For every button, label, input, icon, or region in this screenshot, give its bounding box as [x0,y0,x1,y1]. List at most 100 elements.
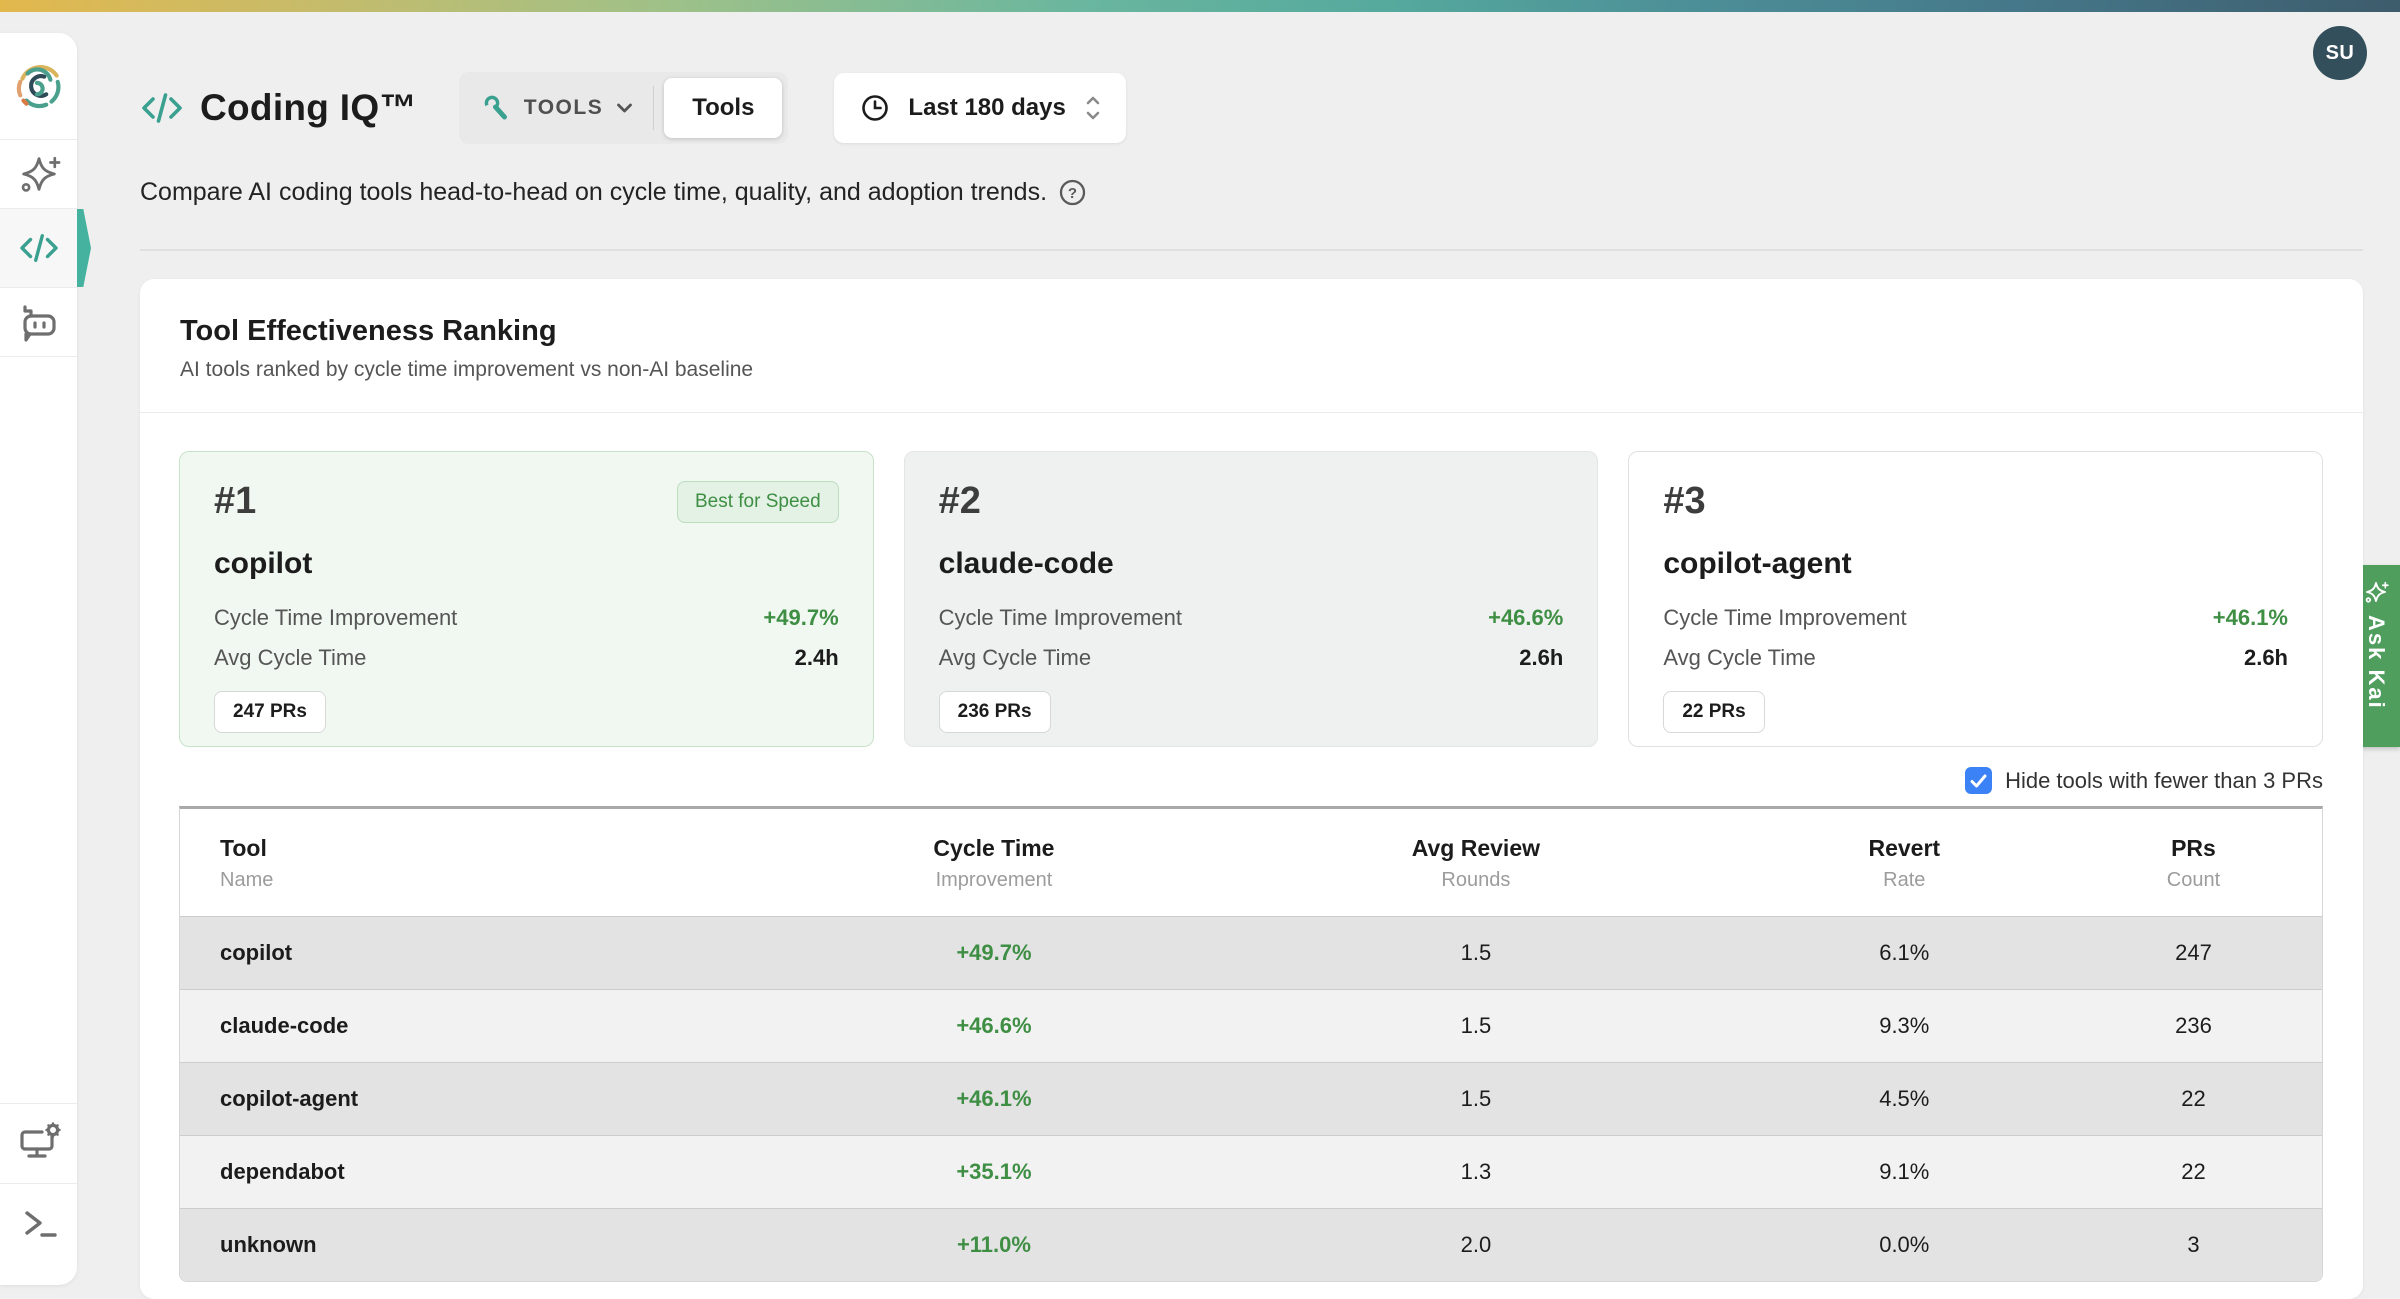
main-content: Coding IQ™ TOOLS Tools [140,12,2363,1299]
hide-tools-checkbox[interactable] [1965,767,1993,794]
cell-prs: 236 [2064,989,2322,1063]
code-icon [140,90,184,126]
metric-value: +46.1% [2212,605,2288,630]
column-header-revert[interactable]: Revert Rate [1743,809,2065,917]
page-header: Coding IQ™ TOOLS Tools [140,72,2363,144]
panel-title: Tool Effectiveness Ranking [180,315,557,347]
metric-label: Avg Cycle Time [214,645,367,670]
cell-prs: 22 [2064,1062,2322,1136]
sidebar-divider [0,1103,77,1104]
table-row[interactable]: copilot-agent +46.1% 1.5 4.5% 22 [180,1062,2322,1136]
cell-revert: 9.1% [1743,1135,2065,1209]
sidebar-divider [0,1183,77,1184]
cell-tool: copilot-agent [180,1062,780,1136]
ranking-card-2: #2 claude-code Cycle Time Improvement +4… [903,451,1599,747]
prs-count-pill: 236 PRs [938,691,1051,733]
cell-revert: 4.5% [1743,1062,2065,1136]
metric-value: 2.4h [794,645,839,670]
cell-revert: 6.1% [1743,916,2065,990]
sparkle-plus-icon [17,152,61,196]
cell-tool: copilot [180,916,780,990]
ranking-card-1: #1 Best for Speed copilot Cycle Time Imp… [179,451,874,747]
prs-count-pill: 22 PRs [1663,691,1765,733]
sidebar-divider [0,287,77,288]
cell-tool: unknown [180,1208,780,1281]
metric-label: Cycle Time Improvement [938,605,1182,630]
table-row[interactable]: copilot +49.7% 1.5 6.1% 247 [180,916,2322,990]
terminal-icon [17,1204,61,1244]
cell-rounds: 1.5 [1208,916,1744,990]
tool-ranking-table: Tool Name Cycle Time Improvement Avg Rev… [179,806,2323,1282]
date-range-select[interactable]: Last 180 days [834,73,1126,143]
tools-dropdown[interactable]: TOOLS [481,93,633,123]
active-item-marker [77,209,91,287]
sidebar-item-terminal[interactable] [0,1184,77,1263]
tool-name: copilot-agent [1663,547,1852,580]
cell-improvement: +46.1% [779,1062,1209,1136]
cell-prs: 3 [2064,1208,2322,1281]
tools-group-label: TOOLS [523,96,604,119]
metric-label: Avg Cycle Time [1663,645,1816,670]
chevron-down-icon [616,102,633,114]
metric-value: +49.7% [763,605,839,630]
svg-text:?: ? [1068,185,1077,202]
table-header-row: Tool Name Cycle Time Improvement Avg Rev… [180,809,2322,917]
wrench-icon [481,93,511,123]
rank-number: #1 [214,480,257,522]
table-row[interactable]: dependabot +35.1% 1.3 9.1% 22 [180,1135,2322,1209]
tool-name: copilot [214,547,313,580]
user-avatar[interactable]: SU [2313,26,2367,80]
cell-prs: 22 [2064,1135,2322,1209]
page-title: Coding IQ™ [200,87,417,128]
cell-improvement: +11.0% [779,1208,1209,1281]
brand-gradient-bar [0,0,2400,12]
app-logo[interactable] [0,33,77,139]
panel-subtitle: AI tools ranked by cycle time improvemen… [180,358,754,381]
tool-effectiveness-panel: Tool Effectiveness Ranking AI tools rank… [140,279,2363,1299]
help-icon[interactable]: ? [1059,179,1086,206]
swirl-logo-icon [12,59,66,113]
prs-count-pill: 247 PRs [214,691,326,733]
sidebar-bottom-pad [0,1263,77,1285]
metric-value: 2.6h [1519,645,1564,670]
hide-tools-label[interactable]: Hide tools with fewer than 3 PRs [2005,767,2323,793]
column-header-avg-review[interactable]: Avg Review Rounds [1208,809,1744,917]
metric-label: Cycle Time Improvement [214,605,458,630]
cell-improvement: +35.1% [779,1135,1209,1209]
metric-value: 2.6h [2243,645,2288,670]
cell-improvement: +49.7% [779,916,1209,990]
cell-tool: claude-code [180,989,780,1063]
date-range-value: Last 180 days [908,94,1066,121]
monitor-gear-icon [16,1121,62,1166]
column-header-tool[interactable]: Tool Name [180,809,780,917]
cell-rounds: 1.5 [1208,1062,1744,1136]
content-divider [140,249,2363,251]
sidebar-spacer [0,357,77,1103]
sidebar-divider [0,356,77,357]
cell-rounds: 1.5 [1208,989,1744,1063]
cell-tool: dependabot [180,1135,780,1209]
metric-label: Avg Cycle Time [938,645,1092,670]
clock-icon [860,93,890,123]
robot-chat-icon [16,301,62,343]
tools-selected-tab[interactable]: Tools [664,78,783,138]
column-header-prs[interactable]: PRs Count [2064,809,2322,917]
ranking-cards: #1 Best for Speed copilot Cycle Time Imp… [140,413,2363,747]
tool-name: claude-code [938,547,1114,580]
sidebar-item-feedback-bot[interactable] [0,288,77,356]
rank-number: #2 [938,480,981,522]
table-row[interactable]: claude-code +46.6% 1.5 9.3% 236 [180,989,2322,1063]
cell-prs: 247 [2064,916,2322,990]
sidebar-item-system-settings[interactable] [0,1104,77,1183]
sidebar-item-coding-iq[interactable] [0,209,91,287]
sidebar-item-ai-insights[interactable] [0,140,77,208]
code-icon [18,231,60,265]
sidebar [0,33,91,1285]
rank-number: #3 [1663,480,1706,522]
table-row[interactable]: unknown +11.0% 2.0 0.0% 3 [180,1208,2322,1281]
column-header-cycle-time[interactable]: Cycle Time Improvement [779,809,1209,917]
sidebar-divider [0,208,77,209]
up-down-chevrons-icon [1084,95,1102,121]
ranking-card-3: #3 copilot-agent Cycle Time Improvement … [1628,451,2323,747]
best-for-speed-badge: Best for Speed [676,480,839,523]
